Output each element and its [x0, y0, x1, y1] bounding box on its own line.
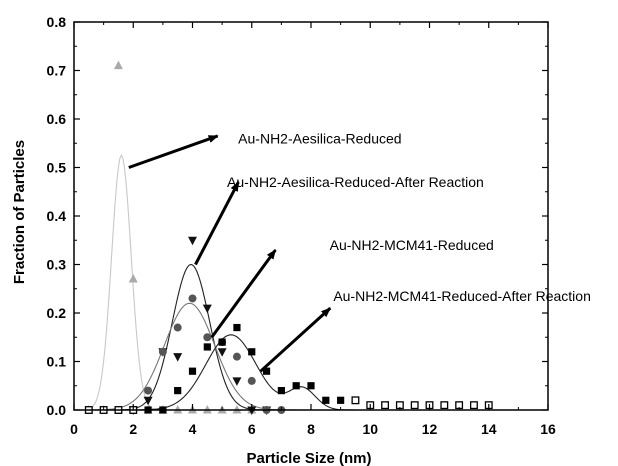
x-tick-label: 2 [129, 421, 137, 437]
annotation-arrow-1 [194, 181, 240, 266]
x-axis-label: Particle Size (nm) [246, 450, 371, 466]
data-point-s1-3 [173, 353, 183, 362]
data-point-s3-3 [188, 367, 197, 375]
data-point-s0-2 [113, 60, 123, 70]
data-point-s1-1 [143, 396, 153, 406]
x-tick-label: 6 [248, 421, 256, 437]
data-point-s2-2 [158, 347, 167, 356]
x-tick-label: 0 [70, 421, 78, 437]
data-point-s4-10 [440, 401, 449, 410]
y-tick-label: 0.0 [47, 402, 67, 418]
data-point-s3-7 [248, 348, 256, 356]
x-tick-label: 4 [189, 421, 197, 437]
y-tick-label: 0.4 [47, 208, 67, 224]
data-point-s2-4 [188, 294, 197, 303]
data-point-s1-6 [217, 348, 227, 357]
y-tick-label: 0.8 [47, 14, 67, 30]
data-point-s4-12 [469, 401, 478, 410]
x-tick-label: 8 [307, 421, 315, 437]
annotation-arrow-2 [210, 249, 277, 339]
data-point-s1-4 [188, 236, 197, 246]
annotation-label-0: Au-NH2-Aesilica-Reduced [238, 130, 401, 146]
annotation-arrow-3 [259, 307, 332, 373]
data-point-s2-3 [173, 323, 182, 332]
x-tick-label: 10 [362, 421, 378, 437]
data-point-s3-5 [218, 338, 226, 346]
data-point-s1-5 [202, 304, 212, 314]
data-point-s3-12 [322, 396, 330, 404]
fit-curve-0 [88, 154, 489, 411]
y-tick-label: 0.5 [47, 160, 67, 176]
data-point-s4-6 [381, 401, 390, 410]
annotation-arrow-0 [128, 134, 219, 169]
data-point-s3-8 [262, 367, 271, 375]
data-point-s1-7 [232, 377, 242, 386]
data-point-s3-10 [292, 382, 300, 390]
data-point-s3-2 [174, 387, 182, 395]
data-point-s3-9 [277, 387, 285, 395]
data-point-s4-8 [410, 401, 419, 410]
plot-frame [73, 21, 549, 411]
data-point-s2-1 [144, 386, 153, 395]
y-tick-label: 0.1 [47, 354, 67, 370]
data-point-s3-4 [203, 343, 211, 351]
annotation-label-2: Au-NH2-MCM41-Reduced [330, 237, 494, 253]
data-point-s3-13 [337, 396, 345, 404]
y-tick-label: 0.2 [47, 305, 67, 321]
data-point-s0-3 [128, 274, 138, 283]
y-tick-label: 0.6 [47, 111, 67, 127]
y-axis-label: Fraction of Particles [11, 140, 28, 284]
data-point-s2-5 [203, 333, 212, 342]
data-point-s2-8 [247, 376, 256, 385]
axes: 0 2 4 6 8 10 12 14 16 0.0 0.1 0.2 0.3 0.4 0.5 0.6 0.7 0.8 [47, 14, 556, 437]
y-tick-label: 0.7 [47, 63, 67, 79]
plot-area: Au-NH2-Aesilica-Reduced Au-NH2-Aesilica-R… [84, 60, 591, 415]
data-point-s4-4 [351, 396, 360, 405]
data-point-s3-6 [233, 323, 241, 332]
x-tick-label: 12 [422, 421, 438, 437]
data-point-s3-11 [307, 382, 315, 390]
x-tick-label: 16 [540, 421, 556, 437]
y-tick-label: 0.3 [47, 257, 67, 273]
x-tick-label: 14 [481, 421, 497, 437]
data-point-s2-7 [232, 352, 241, 361]
annotation-label-3: Au-NH2-MCM41-Reduced-After Reaction [333, 288, 591, 304]
annotation-label-1: Au-NH2-Aesilica-Reduced-After Reaction [227, 174, 484, 190]
